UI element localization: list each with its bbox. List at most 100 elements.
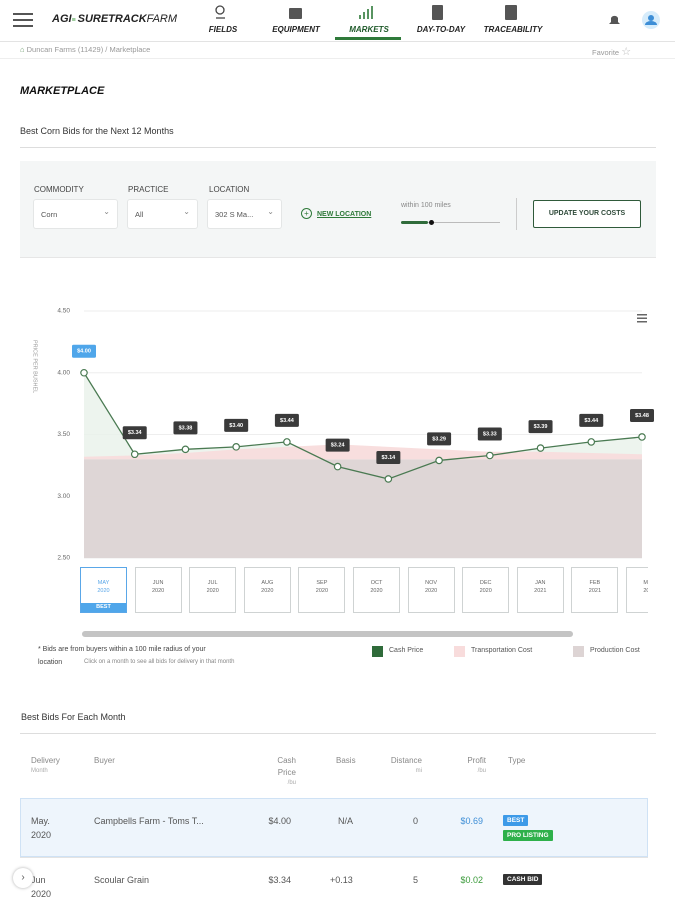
cash-point [536, 444, 545, 452]
column-sub: /bu [477, 768, 486, 774]
update-costs-button[interactable]: UPDATE YOUR COSTS [533, 200, 641, 228]
month-year: 2020 [97, 588, 110, 594]
radius-label: within 100 miles [401, 202, 451, 209]
cash-point [130, 450, 139, 459]
cell-distance: 5 [412, 875, 418, 885]
pager-arrow[interactable]: › [13, 868, 33, 888]
location-select[interactable]: 302 S Ma... [208, 200, 281, 228]
cash-point [232, 443, 240, 451]
cash-line [83, 372, 643, 480]
value-label-box [376, 450, 401, 464]
legend-swatch [372, 646, 383, 657]
note: location [38, 659, 63, 666]
divider [20, 147, 656, 148]
month-button[interactable]: OCT 2020 [353, 567, 400, 613]
value-label: $3.38 [179, 425, 193, 431]
breadcrumb: ⌂ Duncan Farms (11429) / Marketplace [20, 45, 151, 54]
month-button[interactable]: NOV 2020 [407, 567, 455, 613]
cell-buyer: Campbells Farm - Toms T... [94, 816, 204, 826]
nav-item[interactable]: MARKETS [349, 25, 389, 34]
value-label-box [630, 408, 654, 422]
month-button[interactable]: MAR 2021 [626, 567, 648, 613]
month-button[interactable]: DEC 2020 [462, 567, 510, 613]
commodity-select[interactable]: Corn [34, 200, 117, 228]
month-name: OCT [370, 580, 383, 586]
month-name: JUN [152, 580, 164, 586]
nav-item[interactable]: EQUIPMENT [272, 25, 320, 34]
month-name: JAN [535, 580, 546, 586]
table-row-highlight[interactable] [20, 798, 648, 857]
bell-icon[interactable] [609, 15, 620, 24]
page-title: MARKETPLACE [20, 85, 105, 97]
cash-point [80, 368, 88, 377]
value-label-box [224, 418, 249, 432]
column-header: Delivery [31, 756, 60, 765]
legend-label: Cash Price [389, 647, 424, 654]
column-header: Basis [336, 756, 356, 765]
y-tick-label: 3.00 [57, 493, 70, 500]
value-label-box [528, 420, 553, 434]
month-button[interactable]: JUL 2020 [189, 567, 237, 613]
month-name: FEB [589, 580, 601, 586]
month-year: 2021 [643, 588, 648, 594]
cash-point [435, 456, 443, 465]
month-name: MAY [97, 580, 110, 586]
cash-point [283, 438, 291, 446]
cash-point [181, 445, 190, 454]
value-label: $3.48 [635, 413, 649, 419]
value-label: $3.44 [280, 418, 295, 424]
chart: PRICE PER BUSHEL 2.50 3.00 3.50 4.00 4.50 $4.… [32, 308, 654, 562]
radius-handle[interactable] [429, 220, 434, 225]
favorite[interactable]: Favorite ☆ [592, 46, 632, 58]
month-badge: BEST [81, 603, 126, 612]
filter-label: LOCATION [209, 185, 250, 194]
cell-distance: 0 [412, 816, 418, 826]
month-name: MAR [643, 580, 648, 586]
type-badge: PRO LISTING [503, 830, 553, 841]
new-location[interactable]: + NEW LOCATION [301, 208, 371, 219]
filter-label: PRACTICE [128, 185, 169, 194]
panel-divider [516, 198, 517, 230]
radius-track[interactable] [401, 222, 500, 223]
nav-item[interactable]: TRACEABILITY [483, 25, 543, 34]
nav-item[interactable]: FIELDS [208, 25, 238, 34]
month-button[interactable]: AUG 2020 [243, 567, 291, 613]
month-button[interactable]: SEP 2020 [298, 567, 346, 613]
type-badge: BEST [503, 815, 529, 826]
scrollbar[interactable] [82, 631, 573, 637]
cell-year: 2020 [31, 889, 52, 899]
chart-menu[interactable] [637, 314, 647, 323]
column-sub: mi [415, 768, 422, 774]
practice-select[interactable]: All [128, 200, 197, 228]
column-header: Buyer [94, 756, 115, 765]
logo-product: SURETRACK [77, 13, 147, 25]
column-sub: /bu [287, 780, 296, 786]
breadcrumb-item: Marketplace [109, 45, 151, 54]
month-button[interactable]: JAN 2021 [516, 567, 564, 613]
value-label: $3.33 [483, 431, 497, 437]
menu-icon[interactable] [13, 12, 34, 28]
value-label-box [122, 426, 147, 440]
month-year: 2020 [315, 588, 329, 594]
y-tick-label: 4.00 [57, 369, 70, 376]
cash-point [384, 475, 393, 483]
month-name: JUL [207, 580, 218, 586]
cell-month: Jun [31, 875, 46, 885]
logo-suffix: FARM [146, 13, 178, 25]
month-name: AUG [261, 580, 274, 586]
month-button[interactable]: FEB 2021 [571, 567, 619, 613]
y-tick-label: 2.50 [57, 555, 70, 562]
month-year: 2020 [151, 588, 165, 594]
month-year: 2021 [534, 588, 547, 594]
cell-basis: N/A [338, 816, 354, 826]
section-title: Best Corn Bids for the Next 12 Months [20, 126, 174, 136]
cash-point [638, 433, 646, 441]
cell-month: May. [31, 816, 50, 826]
month-button[interactable]: MAY 2020 BEST [80, 567, 127, 613]
month-selector: MAY 2020 BEST JUN 2020 JUL 2020 AUG 2020 SEP 2020 O… [80, 567, 648, 615]
logo[interactable]: AGI≡ SURETRACKFARM [52, 13, 178, 25]
month-button[interactable]: JUN 2020 [134, 567, 182, 613]
breadcrumb-item[interactable]: Duncan Farms (11429) [26, 45, 104, 54]
nav-item[interactable]: DAY-TO-DAY [416, 25, 466, 34]
